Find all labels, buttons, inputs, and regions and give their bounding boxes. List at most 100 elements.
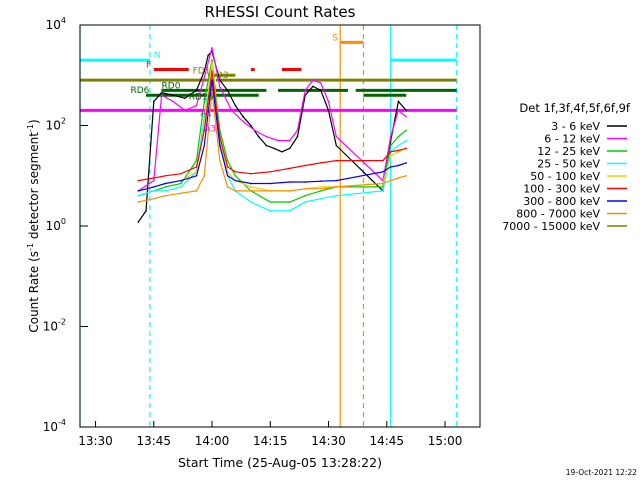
x-tick-label: 15:00 — [428, 434, 463, 448]
data-point — [273, 147, 275, 150]
data-point — [234, 174, 237, 177]
data-point — [180, 172, 182, 175]
data-point — [152, 100, 155, 103]
data-point — [172, 94, 175, 97]
data-point — [397, 109, 400, 112]
data-point — [319, 89, 322, 92]
data-point — [319, 82, 322, 84]
data-point — [319, 180, 322, 182]
data-point — [319, 186, 322, 188]
legend-label: 100 - 300 keV — [523, 183, 600, 196]
timestamp: 19-Oct-2021 12:22 — [566, 468, 637, 477]
data-point — [312, 79, 314, 81]
data-point — [180, 192, 182, 194]
x-tick-label: 14:45 — [369, 434, 404, 448]
data-point — [250, 186, 252, 188]
data-point — [288, 167, 291, 170]
data-point — [203, 115, 206, 118]
data-point — [180, 182, 182, 185]
data-point — [203, 100, 206, 103]
data-point — [304, 181, 307, 183]
y-tick-label: 10-4 — [43, 418, 66, 434]
data-point — [269, 182, 272, 185]
data-point — [137, 221, 140, 223]
data-point — [250, 201, 252, 203]
data-point — [405, 129, 408, 132]
svg-text:Count Rate (s-1 detector segme: Count Rate (s-1 detector segment-1) — [26, 119, 41, 332]
data-point — [211, 47, 213, 49]
legend-title: Det 1f,3f,4f,5f,6f,9f — [519, 101, 631, 115]
data-point — [277, 139, 279, 142]
data-point — [219, 85, 221, 88]
data-point — [405, 115, 408, 118]
data-point — [219, 135, 221, 138]
data-point — [389, 135, 392, 138]
data-point — [203, 76, 206, 79]
x-axis-label: Start Time (25-Aug-05 13:28:22) — [178, 455, 382, 470]
data-point — [405, 174, 408, 177]
data-point — [203, 174, 206, 177]
y-tick-label: 102 — [46, 117, 66, 133]
data-point — [389, 154, 392, 157]
data-point — [319, 197, 322, 200]
data-point — [269, 190, 272, 192]
data-point — [234, 170, 237, 173]
bar-annotation: RD0 — [162, 81, 181, 91]
legend-label: 7000 - 15000 keV — [502, 220, 600, 233]
data-point — [211, 79, 213, 81]
data-point — [145, 210, 147, 212]
data-point — [304, 201, 307, 203]
legend-label: 50 - 100 keV — [530, 170, 600, 183]
data-point — [230, 109, 233, 112]
series-line — [137, 50, 407, 223]
data-point — [397, 135, 400, 138]
data-point — [288, 139, 291, 142]
data-point — [250, 190, 252, 192]
data-point — [319, 190, 322, 192]
data-point — [253, 129, 256, 132]
bar-annotation: S — [332, 33, 338, 43]
data-point — [219, 144, 221, 147]
x-tick-label: 14:15 — [253, 434, 288, 448]
series-line — [138, 66, 407, 212]
data-point — [397, 144, 400, 147]
data-point — [195, 104, 198, 107]
data-point — [203, 144, 206, 147]
data-point — [269, 170, 272, 173]
y-label-part: Count Rate (s — [27, 251, 41, 333]
data-point — [203, 70, 206, 73]
x-tick-label: 13:30 — [78, 434, 113, 448]
data-point — [405, 147, 408, 150]
data-point — [335, 186, 338, 188]
data-point — [288, 147, 291, 150]
data-point — [382, 170, 384, 173]
data-point — [172, 100, 175, 103]
series-line — [138, 71, 407, 182]
data-point — [219, 79, 221, 81]
data-point — [335, 144, 338, 147]
y-tick-label: 10-2 — [43, 318, 66, 334]
data-point — [257, 135, 260, 138]
data-point — [164, 190, 167, 192]
legend-label: 300 - 800 keV — [523, 195, 600, 208]
data-point — [335, 159, 338, 162]
data-point — [137, 190, 140, 192]
x-tick-label: 14:00 — [195, 434, 230, 448]
data-point — [211, 59, 213, 61]
data-point — [304, 194, 307, 197]
plot-area: N S F FD1 D3 RD0 RD6 A1 A3 RD16 13:30 13:45 14:00 14:… — [43, 16, 481, 448]
data-point — [226, 186, 229, 188]
bar-annotation: A1 — [200, 109, 212, 119]
bar-annotation: N — [154, 51, 161, 61]
data-point — [226, 166, 229, 168]
data-point — [164, 194, 167, 197]
data-point — [180, 179, 182, 182]
data-point — [152, 186, 155, 188]
bar-annotation: D3 — [216, 71, 229, 81]
data-point — [312, 85, 314, 88]
bar-annotation: A3 — [204, 124, 216, 134]
data-point — [296, 135, 299, 138]
data-point — [152, 179, 155, 182]
